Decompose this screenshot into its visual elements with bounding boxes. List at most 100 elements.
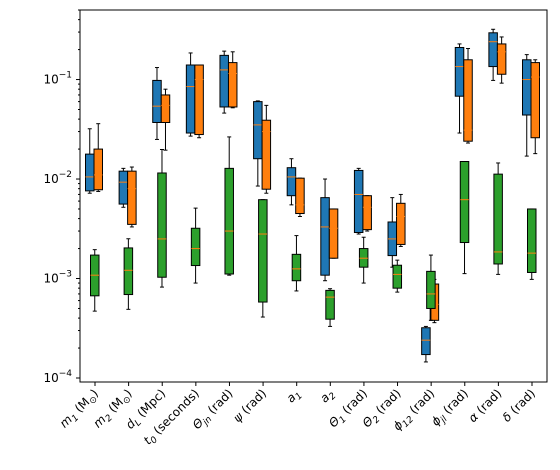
box-s1-c2 [160,88,171,151]
box-s2-c7 [325,288,335,327]
box-body [530,62,540,139]
label-sub: 1 [70,413,81,424]
box-s2-c12 [493,162,503,275]
box-s1-c7 [328,208,339,259]
label-sub: 1 [294,391,305,402]
x-tick-label: ψ (rad) [230,386,269,425]
y-tick-label: 10−3 [43,270,72,286]
box-body [258,199,268,303]
box-body [454,46,465,97]
box-s0-c9 [387,197,398,268]
box-s0-c4 [219,50,229,114]
plot-frame [79,9,548,383]
box-body [261,119,272,190]
box-body [328,208,339,259]
label-sub: 2 [104,413,115,424]
label-sub: 1 [338,415,349,426]
label-tail: (rad) [370,386,403,419]
box-s2-c5 [258,199,268,318]
label-sub: 0 [149,435,160,446]
box-body [527,208,537,273]
box-s0-c1 [118,167,129,208]
box-body [392,264,403,289]
box-body [194,64,204,136]
box-s1-c6 [295,177,305,218]
box-body [463,59,473,142]
box-body [353,169,364,234]
box-body [123,247,134,296]
box-body [224,167,234,275]
box-s0-c7 [320,178,330,282]
box-s1-c8 [362,195,372,232]
box-s2-c3 [190,207,201,284]
box-s1-c0 [93,123,103,192]
box-body [320,197,330,276]
label-sub: L [133,418,144,429]
box-body [295,177,305,215]
box-body [325,289,335,320]
box-body [185,64,196,134]
box-body [253,101,263,160]
box-body [152,79,162,123]
box-s1-c9 [396,193,406,247]
box-s0-c12 [488,28,498,81]
box-body [496,43,507,75]
box-body [286,167,297,197]
label-sub: 2 [327,391,338,402]
box-s1-c12 [496,36,507,84]
label-tail: (rad) [505,386,538,419]
box-body [160,94,171,123]
box-s2-c13 [527,208,537,280]
x-tick-label: ϕjl (rad) [428,386,473,431]
box-s1-c11 [463,48,473,144]
box-s1-c1 [127,166,137,228]
box-s0-c0 [85,128,95,194]
box-body [421,327,431,356]
box-body [493,173,503,265]
box-s0-c8 [353,167,364,235]
box-s1-c3 [194,64,204,139]
x-tick-label: a1 [284,386,305,407]
box-s0-c11 [454,43,465,134]
label-tail: (rad) [236,386,269,419]
y-tick-label: 10−4 [43,369,72,385]
box-s2-c9 [392,259,403,293]
box-s1-c13 [530,59,540,155]
y-tick-label: 10−2 [43,170,72,186]
box-body [127,170,137,225]
box-body [219,54,229,108]
box-s1-c5 [261,104,272,194]
box-s2-c11 [459,161,470,275]
box-s2-c0 [90,249,100,312]
box-s2-c1 [123,238,134,310]
y-tick-label: 10−1 [43,71,72,87]
box-body [157,172,167,278]
box-body [291,253,302,282]
box-body [362,195,372,231]
box-s0-c5 [253,100,263,187]
box-s0-c6 [286,158,297,206]
box-body [190,227,201,267]
y-tick-exponent: −4 [59,369,73,379]
box-body [426,270,436,309]
box-s0-c10 [421,325,431,363]
box-body [396,202,406,245]
y-axis: 10−4 10−3 10−2 10−1 [43,9,80,385]
box-body [522,59,532,116]
box-body [459,161,470,244]
boxes-layer [85,28,540,363]
box-s0-c3 [185,52,196,137]
x-tick-label: a2 [317,386,338,407]
box-s2-c10 [426,254,436,321]
box-body [118,170,129,205]
box-body [227,62,238,108]
y-tick-exponent: −1 [59,71,72,81]
box-s1-c4 [227,51,238,109]
box-body [93,148,103,191]
x-tick-label: δ (rad) [500,386,538,424]
box-s2-c4 [224,136,234,276]
x-axis: m1 (M⊙)m2 (M⊙)dL (Mpc)t0 (seconds)Θjn (r… [57,382,538,448]
x-tick-label: α (rad) [466,386,505,425]
box-s0-c2 [152,67,162,140]
